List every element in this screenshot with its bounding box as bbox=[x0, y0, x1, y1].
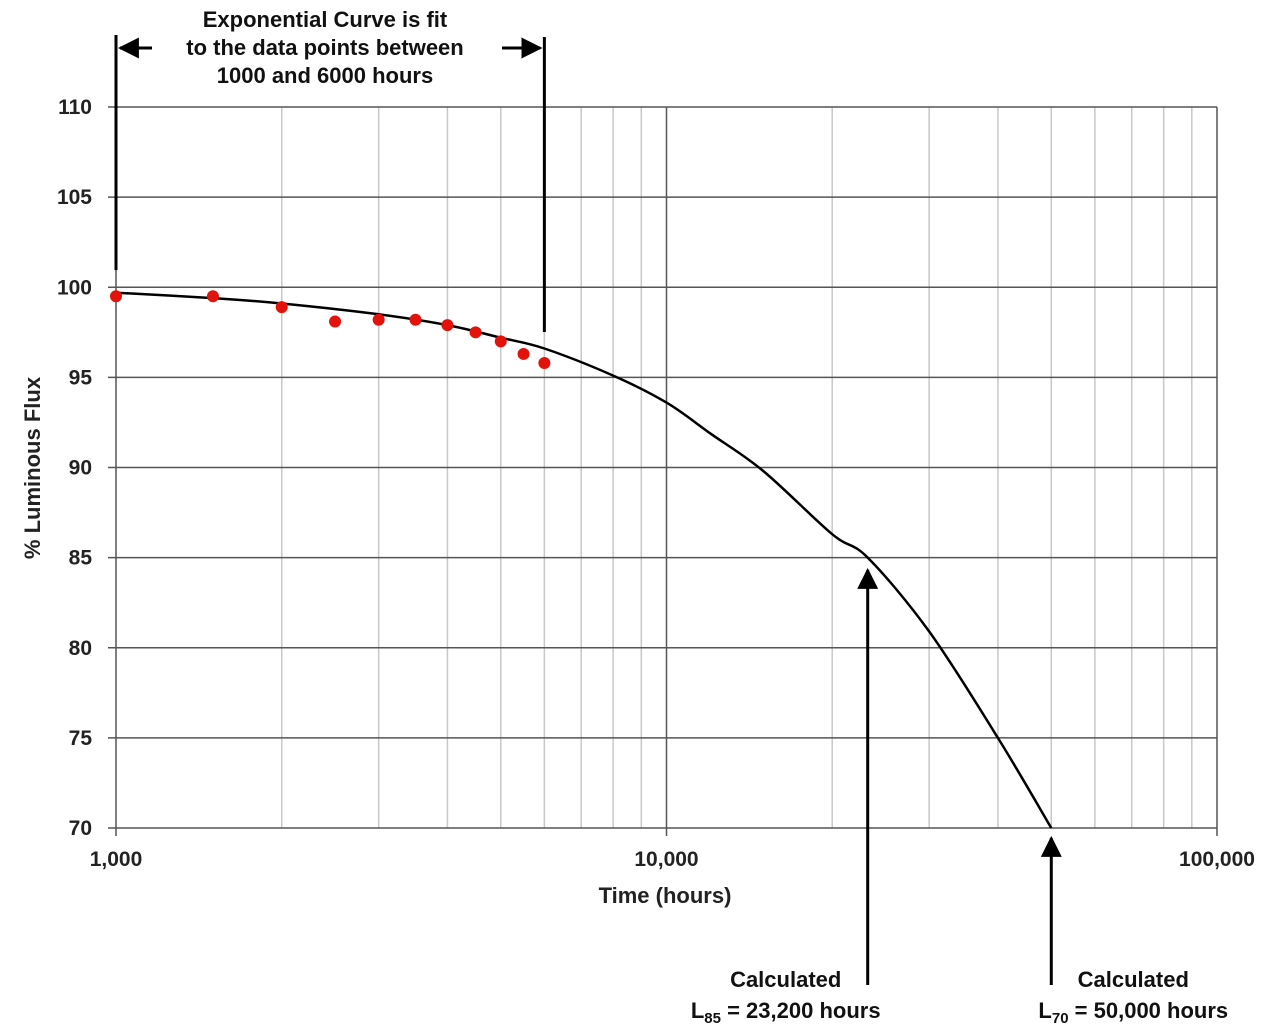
data-point bbox=[517, 347, 530, 360]
data-point bbox=[110, 290, 122, 303]
data-points-layer bbox=[110, 290, 551, 369]
fit-note-line: Exponential Curve is fit bbox=[203, 7, 448, 32]
x-tick-label: 100,000 bbox=[1179, 848, 1255, 871]
y-tick-labels: 70 75 80 85 90 95 100 105 110 bbox=[57, 96, 92, 840]
fit-curve-layer bbox=[115, 291, 1053, 829]
l70-callout-subscript: 70 bbox=[1052, 1010, 1069, 1027]
y-tick-label: 90 bbox=[69, 457, 92, 480]
data-point bbox=[409, 313, 422, 326]
major-gridlines bbox=[108, 106, 1218, 836]
y-tick-label: 95 bbox=[69, 366, 93, 389]
l85-callout-subscript: 85 bbox=[704, 1010, 721, 1027]
data-point bbox=[494, 335, 507, 348]
data-point bbox=[441, 319, 454, 332]
x-tick-label: 10,000 bbox=[634, 848, 698, 871]
y-tick-label: 80 bbox=[69, 637, 92, 660]
x-axis-label: Time (hours) bbox=[599, 883, 732, 908]
y-axis-label: % Luminous Flux bbox=[20, 376, 45, 559]
fit-curve bbox=[115, 291, 1053, 829]
l85-callout-label-line2: L85 = 23,200 hours bbox=[691, 998, 881, 1027]
l70-callout-label-line1: Calculated bbox=[1078, 967, 1189, 992]
l70-callout-label-line2: L70 = 50,000 hours bbox=[1038, 998, 1228, 1027]
x-tick-label: 1,000 bbox=[90, 848, 143, 871]
fit-note-background bbox=[150, 6, 500, 94]
data-point bbox=[372, 313, 385, 326]
l70-callout-symbol: L bbox=[1038, 998, 1051, 1023]
annotations-layer: Exponential Curve is fit to the data poin… bbox=[114, 6, 1228, 1027]
fit-note-line: to the data points between bbox=[186, 35, 463, 60]
y-tick-label: 100 bbox=[57, 276, 92, 299]
y-tick-label: 75 bbox=[69, 727, 93, 750]
y-tick-label: 110 bbox=[58, 96, 92, 119]
y-tick-label: 70 bbox=[69, 817, 92, 840]
data-point bbox=[538, 356, 551, 369]
data-point bbox=[329, 315, 342, 328]
l70-callout-value: = 50,000 hours bbox=[1069, 998, 1229, 1023]
fit-note-line: 1000 and 6000 hours bbox=[217, 63, 433, 88]
l85-callout-value: = 23,200 hours bbox=[721, 998, 881, 1023]
x-tick-labels: 1,000 10,000 100,000 bbox=[90, 848, 1255, 871]
l85-callout-symbol: L bbox=[691, 998, 704, 1023]
data-point bbox=[469, 326, 482, 339]
data-point bbox=[275, 301, 288, 314]
y-tick-label: 85 bbox=[69, 547, 93, 570]
data-point bbox=[206, 290, 219, 303]
l85-callout-label-line1: Calculated bbox=[730, 967, 841, 992]
y-tick-label: 105 bbox=[57, 186, 92, 209]
